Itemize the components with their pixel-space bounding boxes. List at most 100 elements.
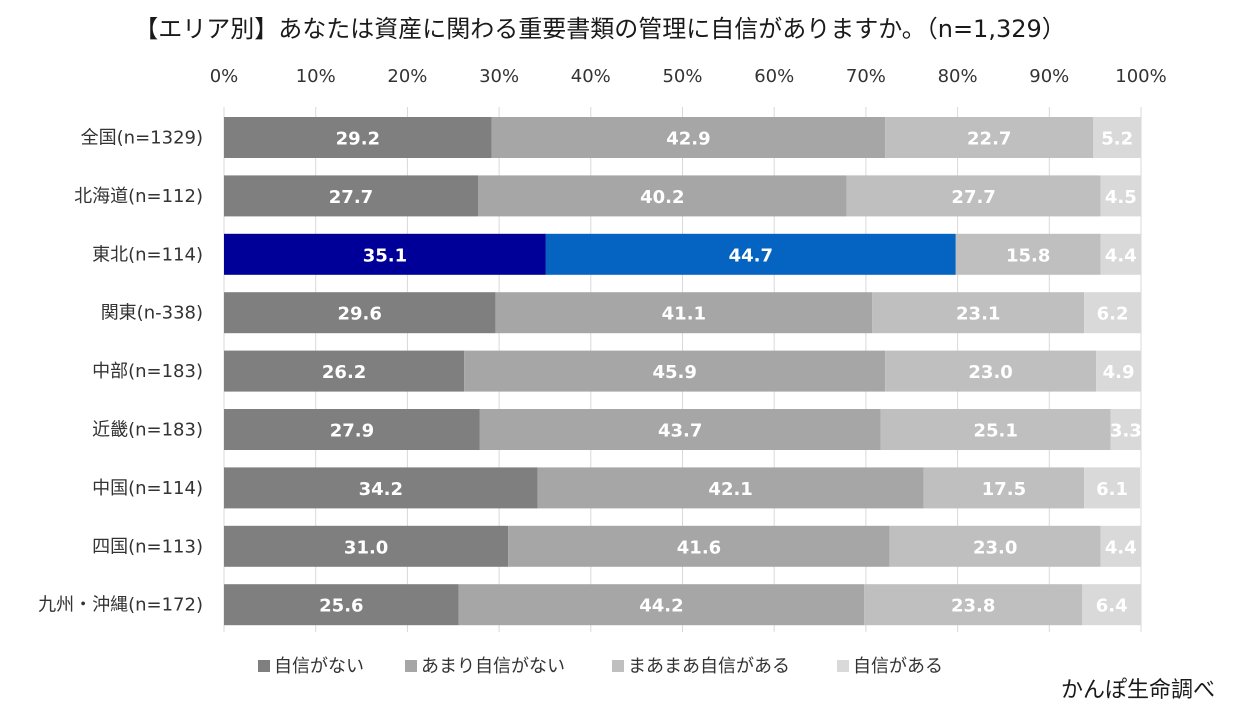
legend-swatch [258, 660, 270, 672]
data-label: 42.1 [708, 479, 752, 500]
x-tick-label: 20% [387, 66, 427, 87]
data-label: 4.9 [1103, 362, 1135, 383]
bar-segment [224, 175, 479, 217]
chart-title: 【エリア別】あなたは資産に関わる重要書類の管理に自信がありますか。（n=1,32… [134, 15, 1066, 43]
x-axis-ticks: 0% 10% 20% 30% 40% 50% 60% 70% 80% 90% 100% [210, 66, 1167, 87]
data-label: 43.7 [658, 421, 702, 442]
bar-segment [1093, 117, 1141, 158]
data-label: 3.3 [1110, 421, 1142, 442]
legend-label: あまり自信がない [421, 656, 565, 677]
bar-segment [224, 117, 492, 158]
bar-segment [478, 175, 847, 217]
bar-segment [846, 175, 1101, 217]
data-label: 15.8 [1006, 245, 1050, 266]
data-label: 44.2 [639, 596, 683, 617]
bar-segment [1084, 292, 1141, 334]
data-label: 4.4 [1105, 245, 1137, 266]
data-label: 4.5 [1105, 187, 1137, 208]
legend-swatch [612, 660, 624, 672]
data-label: 27.9 [330, 421, 374, 442]
legend: 自信がない あまり自信がない まあまあ自信がある 自信がある [258, 656, 943, 677]
bar-segment [955, 233, 1101, 275]
bar-segment [1100, 525, 1141, 567]
x-tick-label: 40% [571, 66, 611, 87]
bar-segment [224, 409, 480, 450]
category-label: 全国(n=1329) [81, 128, 203, 149]
bar-segment [885, 117, 1094, 158]
data-label: 6.1 [1096, 479, 1128, 500]
category-label: 東北(n=114) [92, 244, 203, 265]
data-label: 29.6 [338, 304, 382, 325]
bar-segment [537, 467, 924, 509]
data-label: 4.4 [1105, 537, 1137, 558]
legend-swatch [405, 660, 417, 672]
data-label: 25.6 [319, 596, 363, 617]
bars: 29.2 42.9 22.7 5.2 27.7 40.2 27.7 4.5 35.1 44.7 15… [224, 117, 1142, 626]
category-label: 北海道(n=112) [74, 186, 203, 207]
x-tick-label: 60% [754, 66, 794, 87]
category-label: 関東(n-338) [101, 303, 203, 324]
data-label: 34.2 [359, 479, 403, 500]
bar-segment [1084, 467, 1141, 509]
bar-segment [1082, 584, 1141, 626]
bar-segment [1096, 350, 1141, 392]
bar-segment [224, 292, 496, 334]
bar-segment [885, 350, 1097, 392]
data-label: 40.2 [640, 187, 684, 208]
x-tick-label: 100% [1115, 66, 1166, 87]
bar-segment [889, 525, 1101, 567]
bar-segment [224, 525, 509, 567]
bar-segment [224, 233, 546, 275]
x-tick-label: 80% [938, 66, 978, 87]
bar-segment [224, 467, 538, 509]
bar-segment [458, 584, 865, 626]
bar-segment [495, 292, 873, 334]
data-label: 6.2 [1097, 304, 1129, 325]
bar-segment [479, 409, 881, 450]
category-labels: 全国(n=1329) 北海道(n=112) 東北(n=114) 関東(n-338) 中部… [38, 128, 203, 616]
legend-swatch [837, 660, 849, 672]
category-label: 中部(n=183) [92, 361, 203, 382]
x-tick-label: 70% [846, 66, 886, 87]
legend-label: 自信がある [853, 656, 943, 677]
bar-segment [545, 233, 956, 275]
legend-label: 自信がない [274, 656, 364, 677]
data-label: 27.7 [951, 187, 995, 208]
category-label: 四国(n=113) [92, 536, 203, 557]
data-label: 17.5 [982, 479, 1026, 500]
x-tick-label: 0% [210, 66, 239, 87]
bar-segment [491, 117, 886, 158]
data-label: 41.6 [677, 537, 721, 558]
data-label: 35.1 [363, 245, 407, 266]
data-label: 31.0 [344, 537, 388, 558]
data-label: 44.7 [729, 245, 773, 266]
bar-segment [464, 350, 886, 392]
bar-segment [864, 584, 1083, 626]
x-tick-label: 30% [479, 66, 519, 87]
bar-segment [1100, 233, 1141, 275]
data-label: 42.9 [666, 129, 710, 150]
x-tick-label: 90% [1029, 66, 1069, 87]
bar-segment [1100, 175, 1141, 217]
category-label: 九州・沖縄(n=172) [38, 595, 203, 616]
category-label: 近畿(n=183) [92, 420, 203, 441]
data-label: 26.2 [322, 362, 366, 383]
bar-segment [224, 350, 465, 392]
source-note: かんぽ生命調べ [1061, 678, 1215, 703]
data-label: 45.9 [652, 362, 696, 383]
data-label: 41.1 [662, 304, 706, 325]
data-label: 29.2 [336, 129, 380, 150]
data-label: 23.8 [951, 596, 995, 617]
data-label: 23.1 [956, 304, 1000, 325]
data-label: 6.4 [1096, 596, 1128, 617]
data-label: 23.0 [973, 537, 1017, 558]
data-label: 27.7 [329, 187, 373, 208]
data-label: 5.2 [1101, 129, 1133, 150]
bar-segment [880, 409, 1111, 450]
bar-segment [923, 467, 1085, 509]
bar-segment [508, 525, 890, 567]
category-label: 中国(n=114) [92, 478, 203, 499]
bar-segment [224, 584, 459, 626]
bar-segment [1110, 409, 1141, 450]
